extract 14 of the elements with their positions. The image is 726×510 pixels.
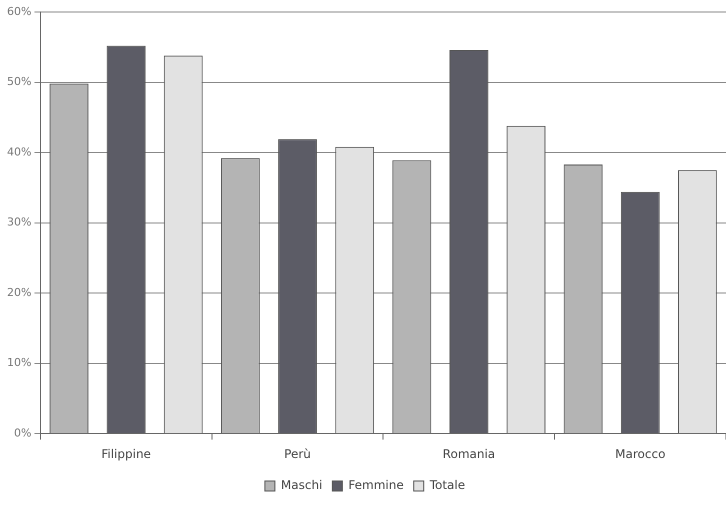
legend-label: Totale	[428, 478, 466, 492]
x-tick-label: Marocco	[615, 446, 666, 461]
y-tick-label: 10%	[6, 356, 32, 370]
x-tick-label: Romania	[442, 446, 496, 461]
x-tick-label: Perù	[284, 446, 311, 461]
legend-label: Femmine	[348, 478, 404, 492]
legend-label: Maschi	[280, 478, 322, 492]
y-tick-label: 50%	[6, 75, 32, 88]
y-tick-label: 60%	[6, 4, 32, 18]
y-tick-label: 0%	[14, 426, 32, 440]
y-tick-label: 30%	[6, 216, 32, 229]
x-tick-label: Filippine	[101, 446, 151, 461]
y-tick-label: 20%	[6, 286, 32, 299]
y-tick-label: 40%	[6, 145, 32, 158]
